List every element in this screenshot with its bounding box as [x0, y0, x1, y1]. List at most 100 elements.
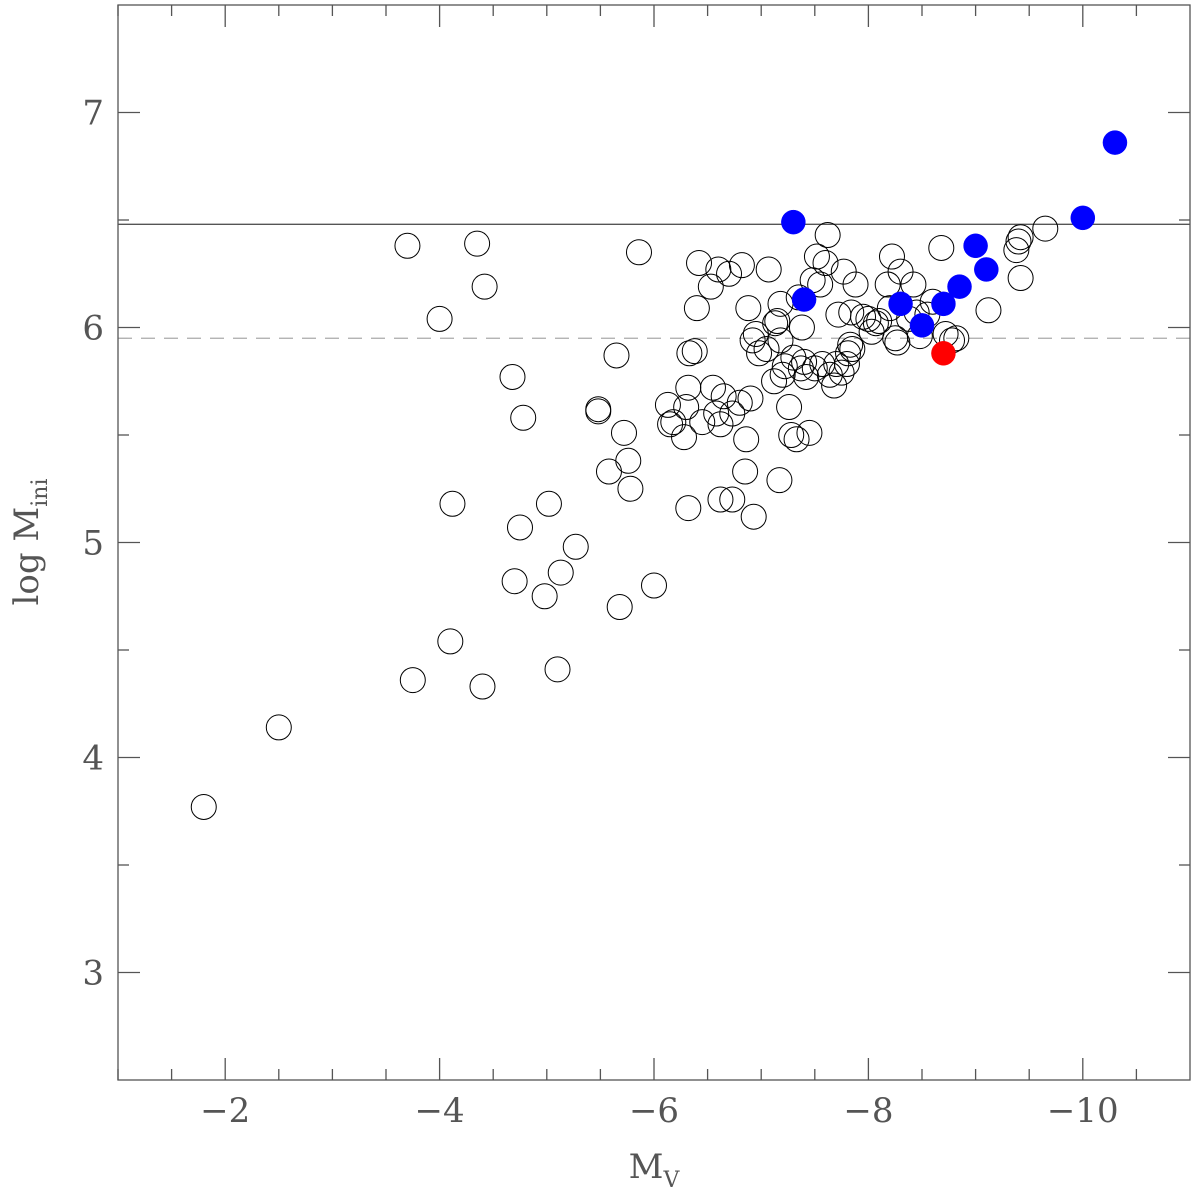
y-tick-label: 4 [82, 739, 104, 779]
data-point-open [681, 338, 708, 365]
data-point-open [499, 363, 526, 390]
data-point-open [838, 299, 865, 326]
data-point-open [710, 383, 737, 410]
data-point-open [654, 391, 681, 418]
axis-ticks [117, 5, 1190, 1080]
data-point-open [437, 628, 464, 655]
x-tick-label: −8 [843, 1091, 893, 1131]
data-point-open [737, 385, 764, 412]
data-point-open [675, 495, 702, 522]
tick-labels: −2 −4 −6 −8 −10 3 4 5 6 7 [82, 94, 1118, 1132]
data-point-open [1032, 215, 1059, 242]
data-point-open [766, 467, 793, 494]
data-point-open [1007, 224, 1034, 251]
data-point-open [265, 714, 292, 741]
data-point-open [426, 305, 453, 332]
data-point-open [814, 222, 841, 249]
data-point-open [673, 394, 700, 421]
data-point-open [686, 250, 713, 276]
data-point-open [733, 426, 760, 453]
data-point-open [439, 490, 466, 517]
data-point-open [850, 303, 877, 330]
reference-lines [118, 223, 1190, 339]
data-point-open [1007, 265, 1034, 292]
data-point-open [683, 295, 710, 322]
data-point-open [471, 273, 498, 300]
data-point-open [787, 355, 814, 382]
data-point-open [615, 447, 642, 474]
data-point-open [780, 344, 807, 371]
data-point-blue [974, 257, 999, 282]
data-point-open [769, 361, 796, 388]
data-point-open [855, 305, 882, 332]
data-point-open [676, 340, 703, 367]
data-point-blue [947, 274, 972, 299]
data-point-open [739, 327, 766, 354]
data-point-blue [791, 287, 817, 312]
data-point-open [943, 325, 970, 352]
data-point-open [689, 409, 716, 436]
data-point-open [753, 336, 780, 362]
data-point-open [535, 490, 562, 517]
x-tick-label: −10 [1047, 1091, 1119, 1131]
data-point-open [755, 256, 782, 283]
data-point-open [660, 409, 687, 436]
data-point-open [740, 503, 767, 530]
data-point-open [531, 583, 558, 610]
data-point-open [716, 260, 743, 287]
data-point-open [585, 396, 612, 423]
data-point-blue [909, 313, 935, 338]
data-point-open [928, 234, 955, 261]
data-point-open [878, 243, 905, 270]
data-point-open [394, 232, 421, 259]
x-axis-title: MV [629, 1147, 681, 1193]
data-point-blue [931, 291, 956, 317]
data-point-open [833, 351, 860, 378]
data-point-open [544, 656, 571, 683]
data-point-open [821, 372, 848, 399]
data-point-open [761, 368, 788, 395]
data-point-open [812, 250, 839, 276]
data-point-open [828, 359, 855, 386]
data-points [190, 130, 1128, 820]
data-point-open [617, 475, 644, 502]
data-point-open [641, 572, 667, 599]
data-point-open [796, 419, 823, 446]
data-point-open [671, 424, 698, 451]
data-point-open [610, 419, 637, 446]
data-point-open [1003, 237, 1030, 264]
data-point-blue [1070, 205, 1096, 231]
data-point-open [703, 400, 730, 427]
data-point-open [707, 486, 734, 513]
data-point-open [705, 256, 732, 283]
data-point-blue [963, 233, 988, 259]
data-point-open [807, 271, 834, 298]
data-point-open [707, 411, 734, 438]
data-point-open [866, 308, 893, 335]
y-tick-label: 7 [82, 94, 104, 134]
data-point-open [776, 394, 803, 421]
data-point-open [793, 363, 820, 390]
data-point-blue [888, 291, 913, 317]
data-point-open [767, 327, 794, 354]
data-point-open [762, 310, 789, 337]
data-point-open [1005, 228, 1032, 255]
x-tick-label: −6 [629, 1091, 679, 1131]
data-point-open [510, 404, 537, 431]
data-point-open [771, 353, 798, 380]
data-point-open [900, 271, 927, 298]
data-point-open [975, 297, 1002, 324]
data-point-open [469, 673, 496, 700]
data-point-open [190, 793, 217, 820]
data-point-blue [781, 209, 806, 235]
data-point-open [801, 355, 828, 382]
data-point-open [837, 331, 864, 358]
data-point-open [399, 667, 426, 694]
data-point-open [728, 252, 755, 279]
data-point-open [803, 243, 830, 270]
y-axis-title: log Mini [7, 479, 53, 606]
data-point-open [699, 374, 726, 401]
data-point-open [746, 340, 773, 367]
data-point-red [931, 341, 956, 366]
